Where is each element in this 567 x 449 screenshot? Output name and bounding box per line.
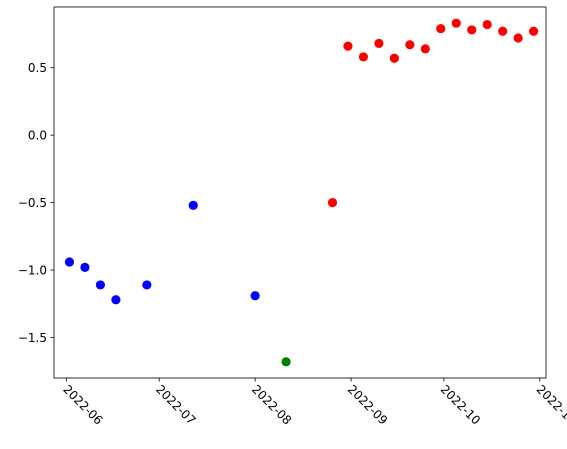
scatter-point <box>250 291 260 301</box>
y-tick-label: −1.0 <box>18 263 47 277</box>
scatter-point <box>358 52 369 62</box>
x-axis-ticks: 2022-06 2022-07 2022-08 2022-09 2022-10 2022-… <box>60 378 567 428</box>
scatter-point <box>111 295 121 305</box>
x-tick-label: 2022-09 <box>345 382 390 427</box>
scatter-point <box>498 26 508 36</box>
scatter-point <box>64 257 75 267</box>
scatter-point <box>405 40 415 50</box>
scatter-point <box>281 357 291 367</box>
plot-frame <box>53 6 547 379</box>
scatter-point <box>436 23 446 34</box>
scatter-point <box>420 44 430 54</box>
scatter-point <box>142 280 152 290</box>
scatter-point <box>327 198 338 208</box>
scatter-point <box>529 26 539 36</box>
y-tick-label: 0.0 <box>28 128 47 142</box>
x-tick-label: 2022-07 <box>153 382 198 427</box>
scatter-point <box>451 18 461 28</box>
scatter-point <box>374 38 384 49</box>
scatter-point <box>389 53 399 63</box>
scatter-point <box>467 25 477 35</box>
x-tick-label: 2022-11 <box>534 382 567 427</box>
x-tick-label: 2022-10 <box>438 382 483 427</box>
scatter-point <box>513 33 523 43</box>
scatter-point <box>95 280 106 290</box>
scatter-point <box>482 19 492 30</box>
y-tick-label: −0.5 <box>18 196 47 210</box>
x-tick-label: 2022-08 <box>249 382 294 427</box>
y-tick-label: −1.5 <box>18 331 47 345</box>
scatter-points <box>64 18 539 367</box>
y-tick-label: 0.5 <box>28 61 47 75</box>
scatter-point <box>343 41 353 51</box>
x-tick-label: 2022-06 <box>60 382 105 427</box>
y-axis-ticks: 0.5 0.0 −0.5 −1.0 −1.5 <box>18 61 54 345</box>
scatter-point <box>80 262 90 272</box>
scatter-point <box>188 200 198 210</box>
